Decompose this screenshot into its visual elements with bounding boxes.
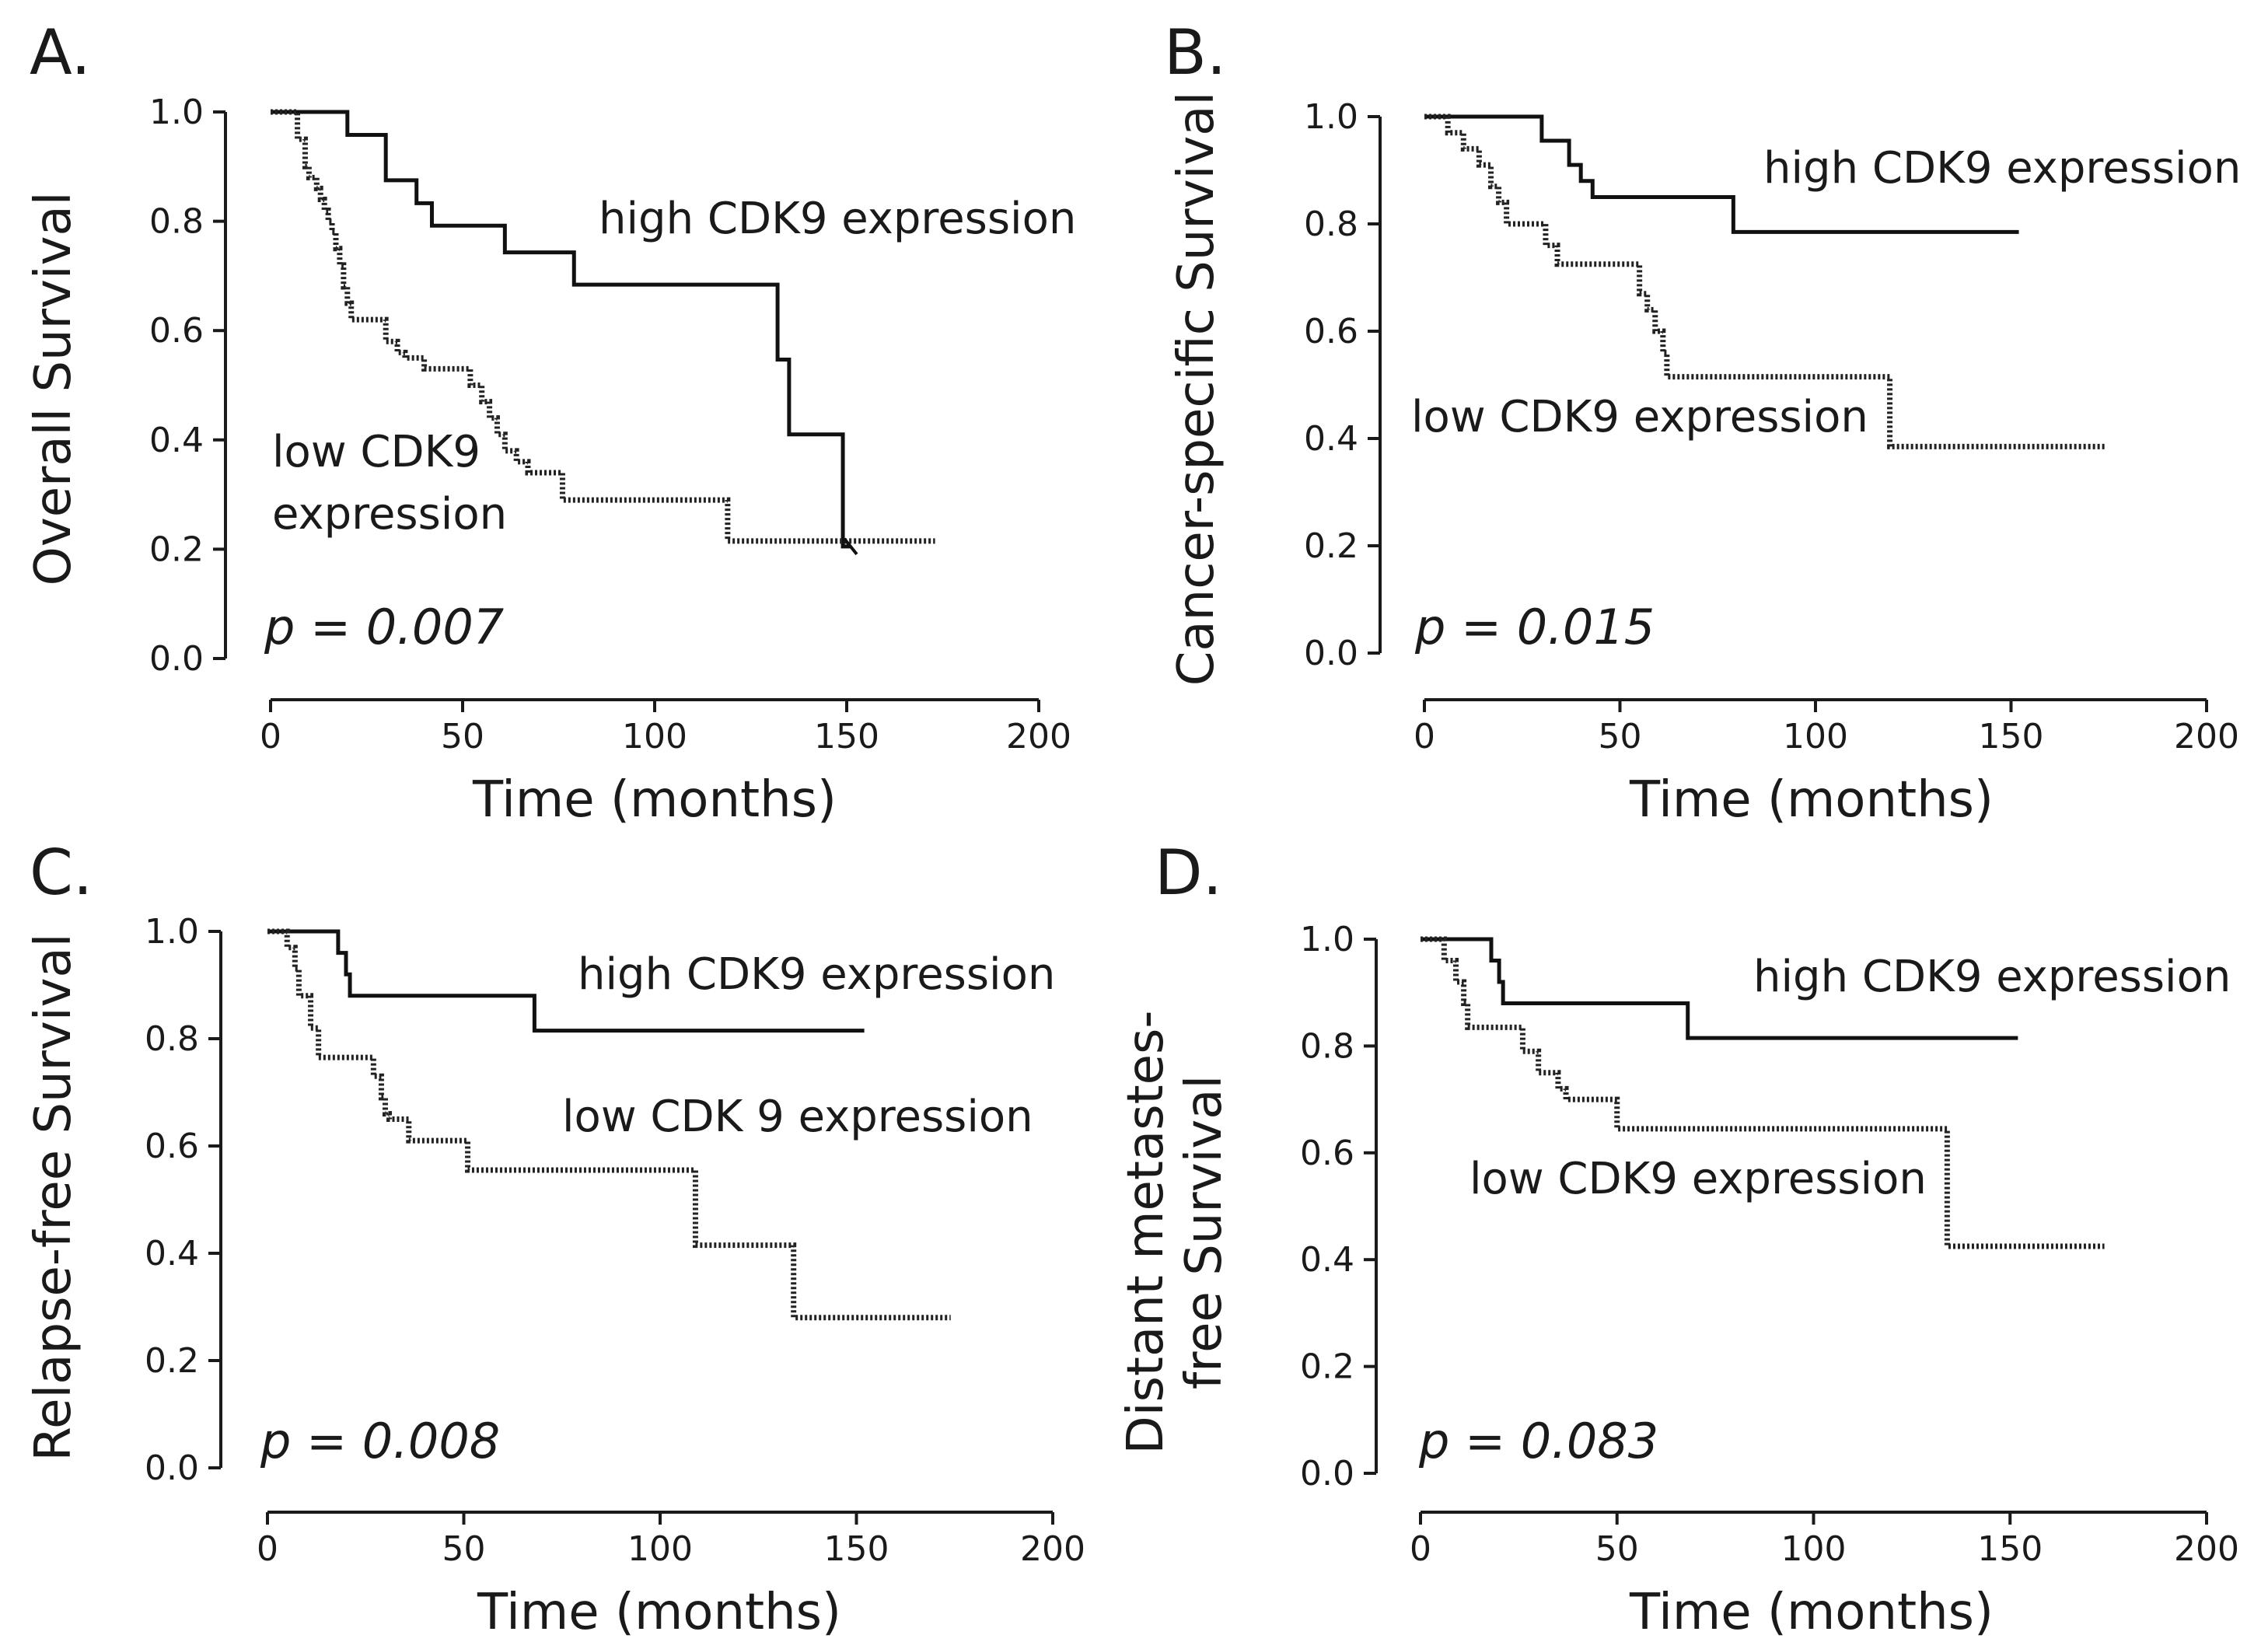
y-axis-title: Cancer-specific Survival bbox=[1168, 92, 1225, 687]
y-tick-label: 0.4 bbox=[1300, 1240, 1354, 1280]
series-label: low CDK9 expression bbox=[1469, 1154, 1927, 1204]
y-tick-label: 1.0 bbox=[1300, 920, 1354, 959]
p-value: p = 0.083 bbox=[1418, 1413, 1658, 1469]
y-tick-label: 0.0 bbox=[1300, 1454, 1354, 1494]
x-tick-label: 50 bbox=[1599, 717, 1642, 756]
y-tick-label: 1.0 bbox=[145, 912, 199, 952]
panel-b: B. 0.0 0.2 0.4 0.6 0.8 1.0 0 50 100 150 200 Time (mo… bbox=[1164, 16, 2241, 829]
x-tick-label: 150 bbox=[814, 717, 879, 756]
y-tick-label: 0.8 bbox=[149, 202, 204, 242]
low-expression-curve bbox=[271, 109, 935, 544]
x-tick-label: 150 bbox=[824, 1529, 889, 1569]
y-tick-label: 0.0 bbox=[145, 1448, 199, 1488]
x-tick-label: 0 bbox=[257, 1529, 278, 1569]
x-tick-label: 50 bbox=[441, 717, 484, 756]
y-tick-label: 0.4 bbox=[149, 421, 204, 460]
p-value: p = 0.015 bbox=[1414, 599, 1655, 655]
y-axis-title: Overall Survival bbox=[25, 191, 82, 585]
y-tick-label: 0.2 bbox=[145, 1341, 199, 1381]
y-tick-label: 0.6 bbox=[149, 311, 204, 351]
low-expression-curve bbox=[1424, 114, 2106, 449]
y-tick-label: 0.4 bbox=[145, 1234, 199, 1273]
high-expression-curve bbox=[1421, 937, 2018, 1040]
y-axis-title: free Survival bbox=[1176, 1075, 1233, 1390]
panel-d: D. 0.0 0.2 0.4 0.6 0.8 1.0 0 50 100 150 200 Time (mo… bbox=[1117, 837, 2239, 1641]
y-axis-title: Relapse-free Survival bbox=[25, 934, 82, 1462]
series-label: low CDK9 expression bbox=[1411, 392, 1868, 442]
y-tick-label: 0.6 bbox=[145, 1127, 199, 1166]
y-tick-label: 0.6 bbox=[1300, 1134, 1354, 1173]
y-tick-label: 1.0 bbox=[149, 93, 204, 132]
series-label: low CDK9 bbox=[272, 427, 481, 477]
x-tick-label: 200 bbox=[1020, 1529, 1085, 1569]
panel-label: B. bbox=[1164, 16, 1226, 89]
y-tick-label: 0.0 bbox=[149, 639, 204, 679]
x-axis-title: Time (months) bbox=[477, 1584, 841, 1641]
x-tick-label: 50 bbox=[1595, 1529, 1639, 1569]
series-label: expression bbox=[272, 489, 507, 540]
x-tick-label: 0 bbox=[260, 717, 281, 756]
high-expression-curve bbox=[271, 110, 851, 549]
p-value: p = 0.007 bbox=[264, 599, 504, 655]
y-tick-label: 1.0 bbox=[1304, 97, 1358, 137]
low-expression-curve bbox=[267, 928, 951, 1321]
series-label: high CDK9 expression bbox=[599, 194, 1076, 244]
x-tick-label: 100 bbox=[627, 1529, 693, 1569]
x-tick-label: 0 bbox=[1410, 1529, 1431, 1569]
panel-a: A. 0.0 0.2 0.4 0.6 0.8 1.0 0 50 100 150 200 Time (mo… bbox=[25, 16, 1076, 829]
y-tick-label: 0.2 bbox=[1304, 526, 1358, 566]
y-tick-label: 0.6 bbox=[1304, 312, 1358, 351]
panel-c: C. 0.0 0.2 0.4 0.6 0.8 1.0 0 50 100 150 200 Time (mo… bbox=[25, 837, 1085, 1641]
x-tick-label: 100 bbox=[622, 717, 687, 756]
x-tick-label: 200 bbox=[2174, 717, 2239, 756]
x-tick-label: 50 bbox=[442, 1529, 486, 1569]
series-label: high CDK9 expression bbox=[1763, 143, 2241, 194]
x-axis-title: Time (months) bbox=[1629, 1584, 1994, 1641]
x-tick-label: 0 bbox=[1414, 717, 1435, 756]
series-label: low CDK 9 expression bbox=[562, 1092, 1033, 1142]
y-tick-label: 0.0 bbox=[1304, 634, 1358, 673]
panel-label: A. bbox=[30, 16, 91, 89]
x-axis-title: Time (months) bbox=[472, 771, 837, 829]
y-axis-title: Distant metastes- bbox=[1117, 1011, 1175, 1455]
y-tick-label: 0.8 bbox=[145, 1019, 199, 1059]
x-tick-label: 150 bbox=[1979, 717, 2044, 756]
x-tick-label: 150 bbox=[1977, 1529, 2043, 1569]
x-tick-label: 200 bbox=[1006, 717, 1071, 756]
x-tick-label: 200 bbox=[2174, 1529, 2239, 1569]
p-value: p = 0.008 bbox=[260, 1413, 500, 1469]
y-tick-label: 0.2 bbox=[1300, 1347, 1354, 1387]
high-expression-curve bbox=[267, 929, 865, 1033]
y-tick-label: 0.8 bbox=[1304, 204, 1358, 244]
low-expression-curve bbox=[1421, 936, 2105, 1249]
x-axis-title: Time (months) bbox=[1629, 771, 1994, 829]
series-label: high CDK9 expression bbox=[578, 949, 1055, 1000]
panel-label: D. bbox=[1155, 837, 1222, 909]
x-tick-label: 100 bbox=[1783, 717, 1848, 756]
high-expression-curve bbox=[1424, 114, 2019, 234]
x-tick-label: 100 bbox=[1781, 1529, 1847, 1569]
panel-label: C. bbox=[30, 837, 93, 909]
censor-mark bbox=[843, 537, 858, 556]
series-label: high CDK9 expression bbox=[1753, 952, 2231, 1002]
y-tick-label: 0.4 bbox=[1304, 419, 1358, 459]
y-tick-label: 0.2 bbox=[149, 529, 204, 569]
y-tick-label: 0.8 bbox=[1300, 1026, 1354, 1066]
